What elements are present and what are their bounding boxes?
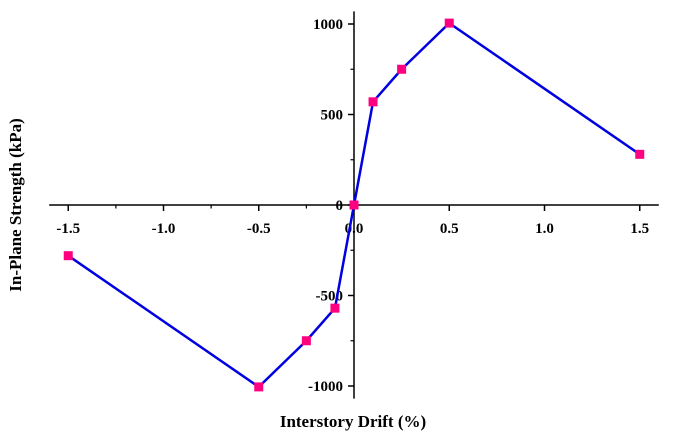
y-tick-label: -1000 <box>308 379 343 395</box>
data-point <box>63 251 73 261</box>
y-axis-title: In-Plane Strength (kPa) <box>6 118 25 291</box>
x-tick-label: -0.5 <box>247 221 271 237</box>
data-point <box>301 336 311 346</box>
data-point <box>635 149 645 159</box>
x-axis-title: Interstory Drift (%) <box>280 412 426 431</box>
data-point <box>254 382 264 392</box>
data-point <box>368 97 378 107</box>
y-tick-label: 1000 <box>313 17 343 33</box>
x-tick-label: 1.0 <box>535 221 554 237</box>
y-tick-label: 0 <box>336 198 344 214</box>
series-layer <box>63 18 645 392</box>
series-line <box>352 21 641 206</box>
y-tick-label: 500 <box>321 108 344 124</box>
data-point <box>444 18 454 28</box>
x-tick-label: 0.5 <box>440 221 459 237</box>
data-point <box>397 64 407 74</box>
data-point <box>330 303 340 313</box>
series-line <box>67 204 356 389</box>
x-tick-label: -1.0 <box>152 221 176 237</box>
data-point <box>349 200 359 210</box>
x-tick-label: 1.5 <box>630 221 649 237</box>
x-tick-label: -1.5 <box>56 221 80 237</box>
